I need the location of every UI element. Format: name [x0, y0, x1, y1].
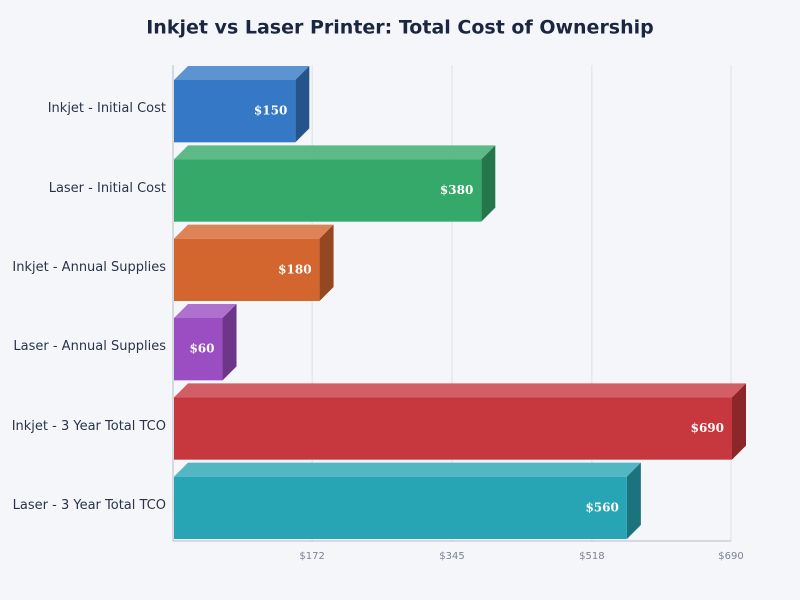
bar	[174, 318, 223, 381]
bar-top	[174, 224, 334, 239]
x-tick-label: $690	[718, 551, 743, 562]
value-label: $560	[585, 500, 618, 514]
bar-top	[174, 383, 746, 398]
y-tick-label: Inkjet - Annual Supplies	[12, 259, 166, 275]
bar	[174, 476, 627, 539]
value-label: $150	[254, 104, 287, 118]
bar-side	[319, 224, 334, 301]
bar	[174, 80, 296, 143]
bar-top	[174, 462, 641, 477]
bar	[174, 159, 482, 222]
bar-side	[222, 304, 237, 381]
bar-side	[732, 383, 746, 460]
y-tick-label: Laser - Annual Supplies	[13, 339, 166, 355]
bar-side	[295, 66, 310, 143]
bar-top	[174, 145, 496, 160]
bar	[174, 238, 320, 301]
bar	[174, 397, 732, 460]
value-label: $180	[278, 262, 311, 276]
y-tick-label: Laser - Initial Cost	[48, 180, 166, 196]
x-tick-label: $172	[299, 551, 324, 562]
value-label: $60	[189, 342, 214, 356]
x-tick-label: $518	[579, 551, 604, 562]
y-tick-label: Inkjet - 3 Year Total TCO	[11, 418, 166, 434]
y-tick-label: Inkjet - Initial Cost	[47, 101, 166, 117]
bar-top	[174, 66, 310, 80]
value-label: $690	[691, 421, 724, 435]
value-label: $380	[440, 183, 473, 197]
y-tick-label: Laser - 3 Year Total TCO	[12, 497, 166, 513]
bar-side	[626, 462, 641, 539]
x-tick-label: $345	[439, 551, 464, 562]
bar-side	[481, 145, 496, 222]
chart-title: Inkjet vs Laser Printer: Total Cost of O…	[146, 17, 654, 39]
bar-top	[174, 304, 237, 318]
